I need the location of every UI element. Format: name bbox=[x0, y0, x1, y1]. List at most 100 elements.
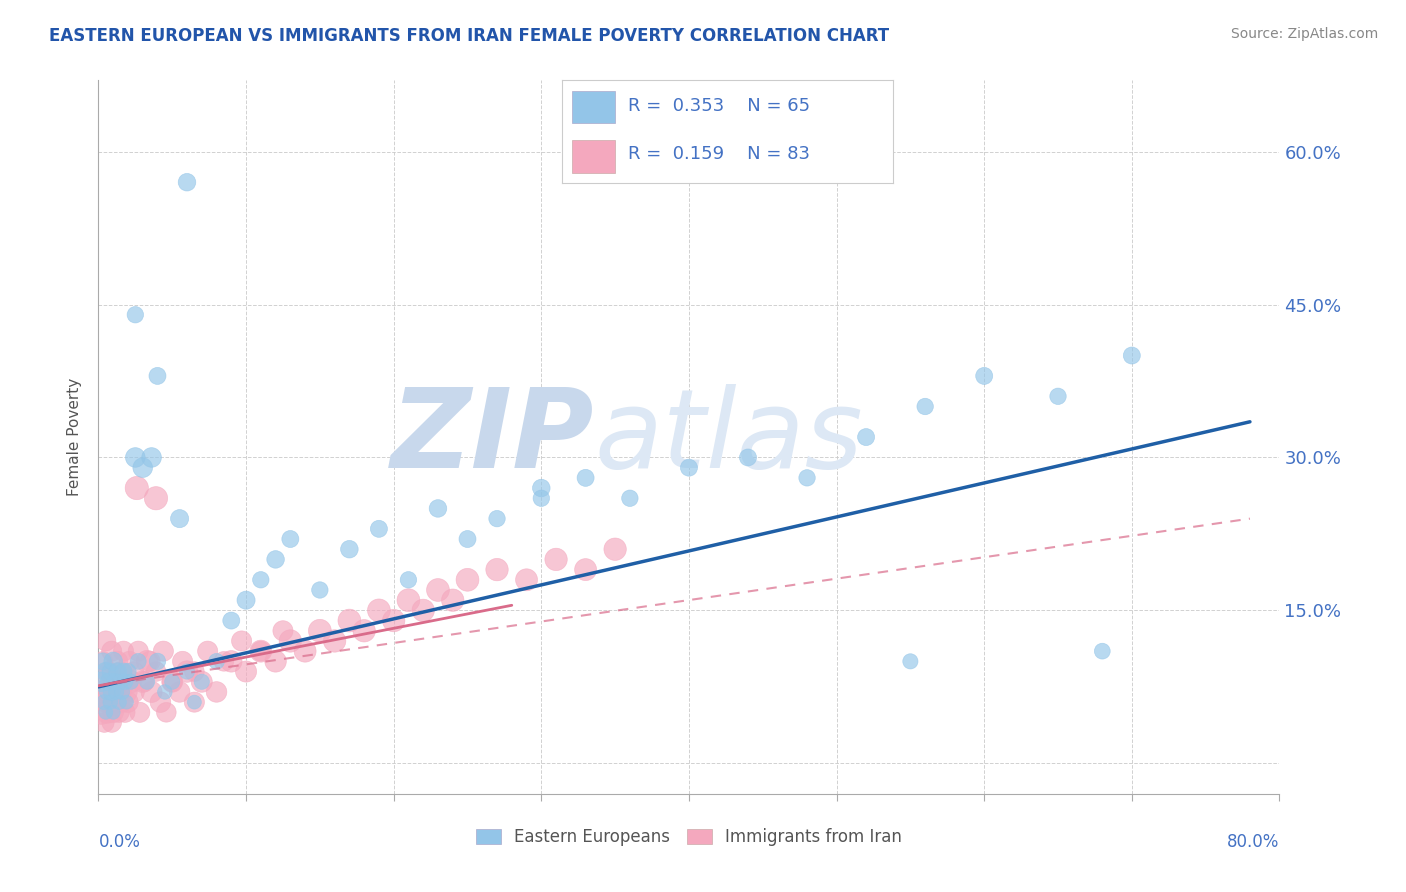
Point bbox=[128, 706, 150, 720]
Point bbox=[122, 665, 145, 679]
Point bbox=[176, 665, 198, 679]
Point bbox=[153, 685, 176, 699]
Point bbox=[115, 674, 138, 689]
Point bbox=[98, 665, 121, 679]
Point bbox=[855, 430, 877, 444]
Point bbox=[104, 685, 127, 699]
Point bbox=[575, 563, 598, 577]
Point bbox=[339, 542, 361, 557]
Point bbox=[382, 614, 405, 628]
Point bbox=[530, 481, 553, 495]
Point bbox=[172, 654, 194, 668]
Point bbox=[457, 573, 479, 587]
Point bbox=[398, 593, 420, 607]
Point bbox=[117, 695, 139, 709]
Point bbox=[146, 368, 169, 383]
Point bbox=[309, 582, 332, 597]
Point bbox=[91, 654, 114, 668]
Point bbox=[108, 706, 131, 720]
Point bbox=[103, 654, 125, 668]
Point bbox=[183, 695, 205, 709]
Point bbox=[122, 685, 145, 699]
Point bbox=[398, 573, 420, 587]
Point bbox=[145, 665, 167, 679]
Point bbox=[250, 573, 273, 587]
Point bbox=[353, 624, 375, 638]
Point bbox=[441, 593, 464, 607]
Point bbox=[486, 563, 509, 577]
Point bbox=[105, 685, 128, 699]
Point bbox=[486, 511, 509, 525]
Point bbox=[114, 706, 136, 720]
Point bbox=[94, 674, 117, 689]
Text: R =  0.353    N = 65: R = 0.353 N = 65 bbox=[628, 97, 811, 115]
Point bbox=[575, 471, 598, 485]
Point bbox=[114, 674, 136, 689]
Point bbox=[1091, 644, 1114, 658]
Point bbox=[183, 695, 205, 709]
Point bbox=[546, 552, 568, 566]
Point bbox=[127, 654, 149, 668]
Point bbox=[117, 665, 139, 679]
Point bbox=[280, 634, 302, 648]
Point bbox=[120, 674, 142, 689]
Point bbox=[264, 654, 287, 668]
Point bbox=[98, 695, 121, 709]
Point bbox=[737, 450, 759, 465]
Point bbox=[155, 706, 177, 720]
Point bbox=[280, 532, 302, 546]
Point bbox=[100, 644, 122, 658]
Point bbox=[105, 695, 128, 709]
Point bbox=[94, 695, 117, 709]
Point bbox=[176, 665, 198, 679]
Point bbox=[94, 634, 117, 648]
Text: Source: ZipAtlas.com: Source: ZipAtlas.com bbox=[1230, 27, 1378, 41]
Point bbox=[368, 603, 391, 617]
Text: R =  0.159    N = 83: R = 0.159 N = 83 bbox=[628, 145, 810, 163]
Point bbox=[96, 685, 118, 699]
Point bbox=[176, 175, 198, 189]
Point bbox=[132, 460, 155, 475]
Point bbox=[149, 695, 172, 709]
Point bbox=[110, 665, 132, 679]
Text: 80.0%: 80.0% bbox=[1227, 833, 1279, 851]
Text: atlas: atlas bbox=[595, 384, 863, 491]
Point bbox=[900, 654, 922, 668]
Point bbox=[145, 491, 167, 506]
Point bbox=[100, 715, 122, 730]
Point bbox=[110, 685, 132, 699]
Point bbox=[141, 685, 163, 699]
Point bbox=[112, 674, 135, 689]
Point bbox=[271, 624, 294, 638]
Point bbox=[368, 522, 391, 536]
Point bbox=[427, 582, 450, 597]
Text: 0.0%: 0.0% bbox=[98, 833, 141, 851]
Point bbox=[678, 460, 700, 475]
FancyBboxPatch shape bbox=[572, 140, 616, 173]
Point bbox=[108, 695, 131, 709]
Point bbox=[100, 685, 122, 699]
Point bbox=[120, 674, 142, 689]
FancyBboxPatch shape bbox=[572, 91, 616, 123]
Text: ZIP: ZIP bbox=[391, 384, 595, 491]
Point bbox=[96, 706, 118, 720]
Point bbox=[94, 665, 117, 679]
Y-axis label: Female Poverty: Female Poverty bbox=[67, 378, 83, 496]
Point bbox=[169, 511, 191, 525]
Point bbox=[309, 624, 332, 638]
Point bbox=[104, 674, 127, 689]
Point bbox=[107, 674, 129, 689]
Point bbox=[412, 603, 434, 617]
Point bbox=[427, 501, 450, 516]
Point bbox=[323, 634, 346, 648]
Point bbox=[124, 450, 146, 465]
Point bbox=[132, 674, 155, 689]
Point bbox=[136, 674, 159, 689]
Point bbox=[235, 593, 257, 607]
Legend: Eastern Europeans, Immigrants from Iran: Eastern Europeans, Immigrants from Iran bbox=[475, 828, 903, 847]
Point bbox=[115, 685, 138, 699]
Point bbox=[264, 552, 287, 566]
Point bbox=[124, 308, 146, 322]
Point bbox=[104, 674, 127, 689]
Point bbox=[90, 674, 112, 689]
